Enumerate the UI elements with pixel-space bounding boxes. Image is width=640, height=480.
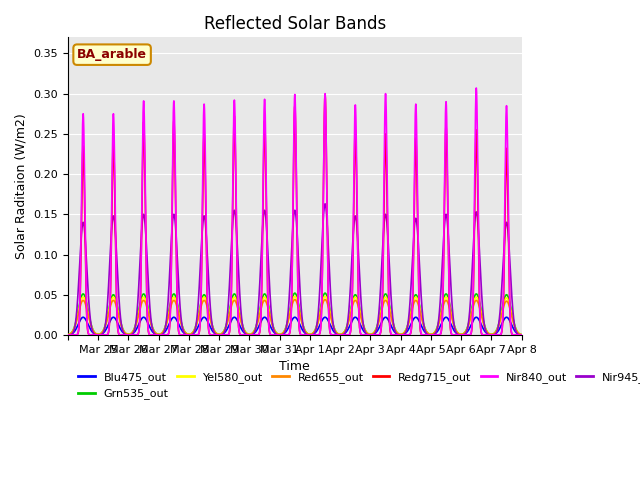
X-axis label: Time: Time	[280, 360, 310, 373]
Title: Reflected Solar Bands: Reflected Solar Bands	[204, 15, 386, 33]
Legend: Blu475_out, Grn535_out, Yel580_out, Red655_out, Redg715_out, Nir840_out, Nir945_: Blu475_out, Grn535_out, Yel580_out, Red6…	[74, 368, 640, 404]
Text: BA_arable: BA_arable	[77, 48, 147, 61]
Y-axis label: Solar Raditaion (W/m2): Solar Raditaion (W/m2)	[15, 113, 28, 259]
